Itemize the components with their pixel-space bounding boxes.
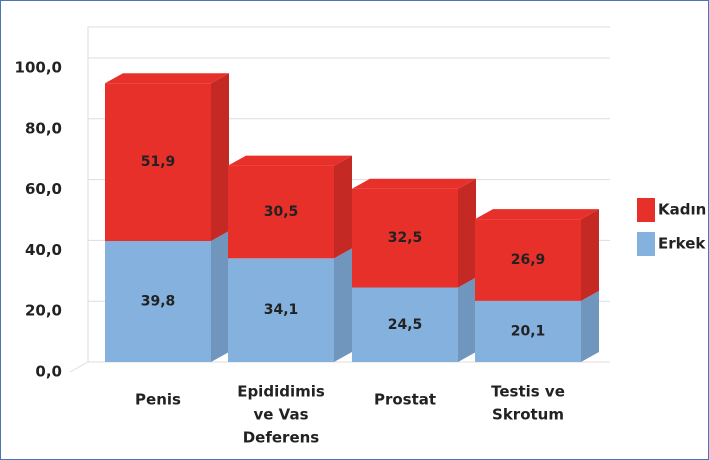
y-tick-label: 0,0 [35, 363, 62, 381]
y-tick-label: 100,0 [15, 59, 62, 77]
bar-side [334, 248, 352, 362]
bar-segment [228, 165, 334, 259]
bar-side [581, 290, 599, 362]
bar-segment [105, 83, 211, 242]
bar-side [458, 178, 476, 288]
x-tick-label: Penis [135, 391, 181, 409]
y-tick-label: 40,0 [25, 241, 62, 259]
x-tick-label: ve Vas [253, 406, 308, 424]
value-label: 32,5 [388, 230, 423, 246]
back-wall [87, 26, 610, 362]
bar-segment [475, 219, 581, 301]
y-tick-label: 60,0 [25, 180, 62, 198]
bar-top [475, 209, 599, 220]
legend-label: Erkek [658, 235, 706, 253]
legend-swatch [637, 232, 655, 256]
bar-segment [105, 241, 211, 362]
bar-side [211, 231, 229, 362]
bar-top [105, 73, 229, 84]
x-tick-label: Epididimis [237, 383, 325, 401]
value-label: 20,1 [511, 323, 546, 339]
y-tick-label: 80,0 [25, 119, 62, 137]
bar-segment [228, 258, 334, 362]
value-label: 30,5 [264, 204, 299, 220]
bar-side [211, 73, 229, 242]
floor-edge [69, 361, 89, 373]
bar-top [228, 155, 352, 166]
bar-segment [352, 188, 458, 288]
bar-segment [475, 300, 581, 362]
legend-swatch [637, 198, 655, 222]
x-tick-label: Skrotum [492, 406, 564, 424]
x-tick-label: Testis ve [491, 383, 565, 401]
value-label: 51,9 [141, 154, 176, 170]
legend-label: Kadın [658, 201, 706, 219]
x-tick-label: Prostat [374, 391, 436, 409]
bar-side [581, 209, 599, 301]
value-label: 34,1 [264, 302, 299, 318]
value-label: 26,9 [511, 252, 546, 268]
value-label: 24,5 [388, 317, 423, 333]
bar-top [352, 178, 476, 189]
x-tick-label: Deferens [243, 429, 320, 447]
bar-segment [352, 287, 458, 362]
bar-side [458, 277, 476, 362]
value-label: 39,8 [141, 294, 176, 310]
y-tick-label: 20,0 [25, 302, 62, 320]
bar-side [334, 155, 352, 259]
